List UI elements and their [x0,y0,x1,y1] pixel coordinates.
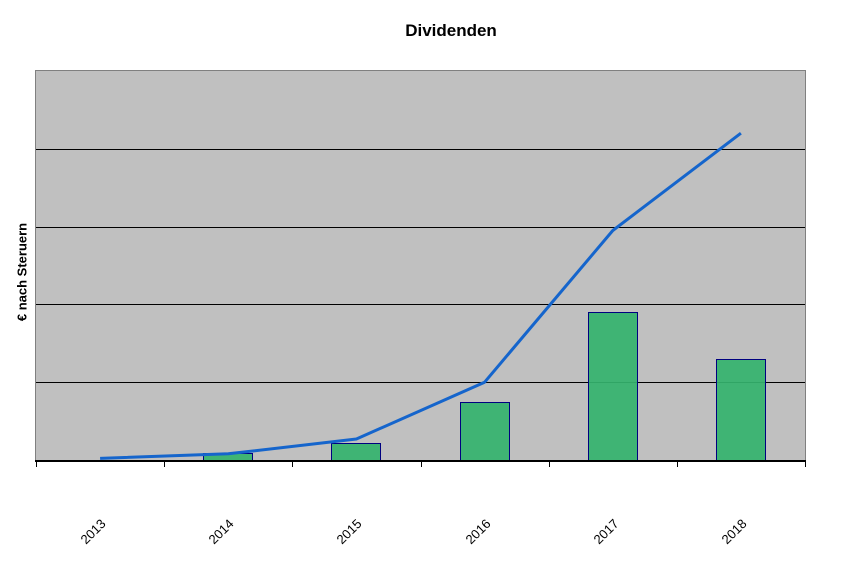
plot-border-top [35,70,806,71]
bar-2018 [715,358,766,460]
axis-tick [548,460,550,467]
axis-tick [164,460,166,467]
bar-2017 [587,312,638,460]
gridline [36,226,805,228]
axis-tick [292,460,294,467]
plot-border-right [805,70,806,460]
x-axis-label-2014: 2014 [205,516,237,548]
axis-tick [676,460,678,467]
plot-area [35,70,806,462]
bar-2015 [331,442,382,460]
gridline [36,304,805,306]
axis-tick [805,460,806,467]
axis-tick [420,460,422,467]
line-series-path [100,132,742,460]
x-axis-label-2013: 2013 [77,516,109,548]
chart-title: Dividenden [405,21,497,40]
x-axis-label-2018: 2018 [718,516,750,548]
y-axis-title: € nach Steruern [14,222,30,322]
gridline [36,382,805,384]
bar-2016 [459,401,510,460]
axis-tick [36,460,37,467]
x-axis-label-2015: 2015 [333,516,366,548]
gridline [36,148,805,150]
line-series [100,132,742,460]
x-axis-label-2016: 2016 [462,516,494,548]
x-axis-label-2017: 2017 [590,516,622,548]
plot-border-left [35,70,36,460]
